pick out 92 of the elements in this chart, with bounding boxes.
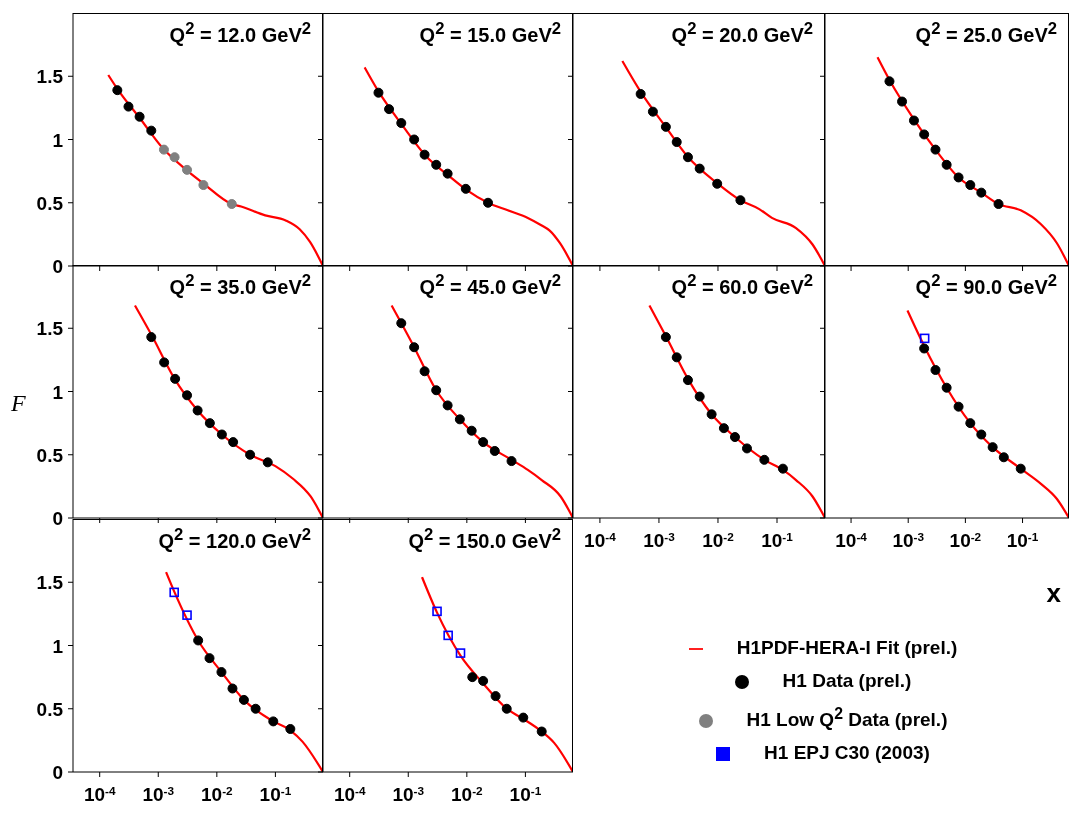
y-axis-title: F [11, 390, 26, 417]
point [671, 137, 682, 148]
point [908, 115, 919, 126]
point [442, 400, 453, 411]
chart-title: Q$^{2}$ = 150.0 GeV$^{2}$ [408, 525, 561, 553]
point [635, 88, 646, 99]
point [729, 432, 740, 443]
legend-label: H1 Low Q$^{2}$ Data (prel.) [746, 705, 948, 731]
point [431, 385, 442, 396]
chart-title: Q$^{2}$ = 25.0 GeV$^{2}$ [915, 19, 1057, 47]
chart-title: Q$^{2}$ = 60.0 GeV$^{2}$ [671, 271, 813, 299]
x-tick-label: 10$^{-2}$ [201, 783, 234, 805]
point [182, 390, 193, 401]
point [965, 180, 976, 191]
x-tick-label: 10$^{-4}$ [584, 529, 617, 551]
point [976, 429, 987, 440]
x-tick-label: 10$^{-2}$ [949, 529, 982, 551]
x-tick-label: 10$^{-1}$ [761, 529, 794, 551]
x-tick-label: 10$^{-3}$ [142, 783, 175, 805]
point [987, 442, 998, 453]
point [660, 121, 671, 132]
x-tick-label: 10$^{-3}$ [392, 783, 425, 805]
point [228, 437, 239, 448]
x-tick-label: 10$^{-3}$ [643, 529, 676, 551]
x-tick-label: 10$^{-4}$ [83, 783, 116, 805]
point [170, 373, 181, 384]
chart-title: Q$^{2}$ = 45.0 GeV$^{2}$ [419, 271, 561, 299]
point [419, 366, 430, 377]
point [454, 414, 465, 425]
x-tick-label: 10$^{-1}$ [1006, 529, 1039, 551]
point [941, 382, 952, 393]
point [694, 391, 705, 402]
point [489, 445, 500, 456]
x-axis-title: x [1046, 578, 1061, 609]
chart-title: Q$^{2}$ = 20.0 GeV$^{2}$ [671, 19, 813, 47]
point [466, 425, 477, 436]
point [396, 318, 407, 329]
legend-label: H1 Data (prel.) [782, 670, 912, 691]
legend-label: H1PDF-HERA-I Fit (prel.) [736, 637, 958, 658]
point [718, 423, 729, 434]
point [146, 332, 157, 343]
point [919, 129, 930, 140]
point [884, 76, 895, 87]
point [976, 187, 987, 198]
y-tick-label: 1 [52, 381, 64, 403]
point [478, 437, 489, 448]
x-tick-label: 10$^{-3}$ [892, 529, 925, 551]
point [919, 333, 930, 344]
x-tick-label: 10$^{-4}$ [333, 783, 366, 805]
legend-label: H1 EPJ C30 (2003) [764, 742, 930, 764]
point [706, 409, 717, 420]
point [159, 357, 170, 368]
point [712, 178, 723, 189]
point [409, 342, 420, 353]
y-tick-label: 1.5 [36, 66, 64, 88]
y-tick-label: 0 [52, 762, 63, 783]
chart-title: Q$^{2}$ = 120.0 GeV$^{2}$ [158, 525, 311, 553]
point [204, 418, 215, 429]
x-tick-label: 10$^{-1}$ [509, 783, 542, 805]
point [192, 405, 203, 416]
point [216, 429, 227, 440]
y-tick-label: 1 [52, 129, 64, 151]
point [647, 106, 658, 117]
point [671, 352, 682, 363]
x-tick-label: 10$^{-4}$ [835, 529, 868, 551]
point [953, 401, 964, 412]
y-tick-label: 0.5 [36, 444, 64, 466]
point [741, 443, 752, 454]
point [919, 343, 930, 354]
chart-title: Q$^{2}$ = 15.0 GeV$^{2}$ [419, 19, 561, 47]
chart-title: Q$^{2}$ = 90.0 GeV$^{2}$ [915, 271, 1057, 299]
y-tick-label: 0.5 [36, 698, 64, 720]
point [998, 452, 1009, 463]
point [660, 332, 671, 343]
y-tick-label: 1.5 [36, 572, 64, 594]
point [930, 144, 941, 155]
chart-title: Q$^{2}$ = 12.0 GeV$^{2}$ [169, 19, 311, 47]
y-tick-label: 1 [52, 635, 64, 657]
point [941, 159, 952, 170]
point [965, 418, 976, 429]
x-tick-label: 10$^{-1}$ [259, 783, 292, 805]
x-tick-label: 10$^{-2}$ [451, 783, 484, 805]
point [682, 375, 693, 386]
point [930, 365, 941, 375]
chart-title: Q$^{2}$ = 35.0 GeV$^{2}$ [169, 271, 311, 299]
y-tick-label: 0.5 [36, 192, 64, 214]
point [953, 172, 964, 183]
y-tick-label: 0 [52, 256, 63, 277]
y-tick-label: 0 [52, 508, 63, 529]
point [897, 96, 908, 107]
x-tick-label: 10$^{-2}$ [702, 529, 735, 551]
y-tick-label: 1.5 [36, 318, 64, 340]
